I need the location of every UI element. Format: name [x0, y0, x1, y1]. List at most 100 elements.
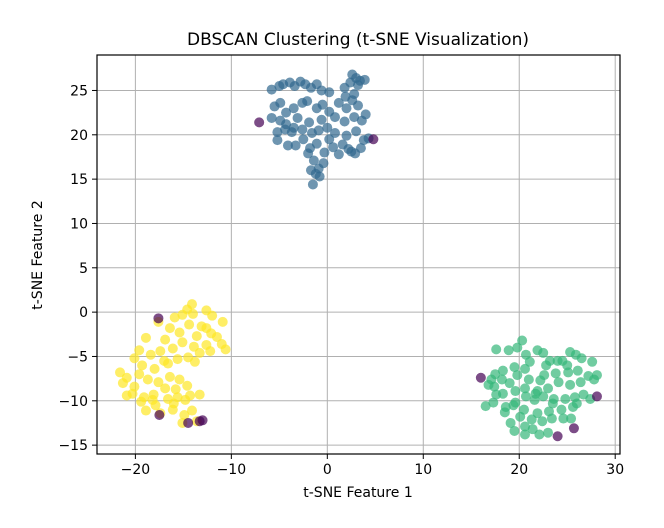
data-point [187, 308, 198, 319]
data-point [121, 390, 132, 401]
data-point [530, 388, 541, 399]
data-point [288, 103, 299, 114]
data-point [550, 368, 561, 379]
data-point [254, 117, 265, 128]
data-point [304, 117, 315, 128]
data-point [575, 377, 586, 388]
data-point [341, 130, 352, 141]
data-point [318, 158, 329, 169]
data-point [172, 354, 183, 365]
data-point [546, 413, 557, 424]
data-point [164, 323, 175, 334]
y-tick-label: 15 [70, 172, 88, 188]
data-point [341, 103, 352, 114]
data-point [509, 425, 520, 436]
data-point [311, 138, 322, 149]
data-point [288, 122, 299, 133]
data-point [517, 335, 528, 346]
data-point [179, 409, 190, 420]
data-point [174, 374, 185, 385]
data-point [169, 312, 180, 323]
data-point [534, 429, 545, 440]
data-point [562, 360, 573, 371]
data-point [322, 122, 333, 133]
data-point [527, 424, 538, 435]
data-point [189, 356, 200, 367]
data-point [583, 370, 594, 381]
data-point [275, 97, 286, 108]
data-point [164, 371, 175, 382]
data-point [117, 378, 128, 389]
y-tick-label: −10 [58, 394, 88, 410]
data-point [496, 374, 507, 385]
data-point [281, 107, 292, 118]
data-point [519, 363, 530, 374]
data-point [191, 331, 202, 342]
data-point [519, 383, 530, 394]
x-tick-label: −20 [121, 462, 151, 478]
data-point [316, 85, 327, 96]
data-point [558, 413, 569, 424]
data-point [475, 372, 486, 383]
data-point [211, 331, 222, 342]
data-point [180, 394, 191, 405]
data-point [515, 411, 526, 422]
data-point [302, 96, 313, 107]
data-point [328, 142, 339, 153]
data-point [355, 143, 366, 154]
data-point [346, 146, 357, 157]
data-point [201, 323, 212, 334]
data-point [499, 407, 510, 418]
data-point [329, 112, 340, 123]
data-point [568, 423, 579, 434]
data-point [571, 398, 582, 409]
data-point [183, 417, 194, 428]
data-point [537, 416, 548, 427]
data-point [160, 334, 171, 345]
data-point [140, 405, 151, 416]
data-point [572, 365, 583, 376]
y-tick-label: 0 [79, 305, 88, 321]
data-point [140, 332, 151, 343]
data-point [587, 356, 598, 367]
data-point [136, 396, 147, 407]
data-point [556, 404, 567, 415]
y-tick-label: 5 [79, 261, 88, 277]
data-point [298, 134, 309, 145]
data-point [174, 327, 185, 338]
chart-title: DBSCAN Clustering (t-SNE Visualization) [187, 30, 529, 50]
data-point [483, 379, 494, 390]
data-point [308, 155, 319, 166]
data-point [543, 427, 554, 438]
data-point [147, 394, 158, 405]
data-point [142, 374, 153, 385]
data-point [137, 360, 148, 371]
data-point [541, 360, 552, 371]
data-point [154, 409, 165, 420]
data-point [297, 124, 308, 135]
data-point [197, 415, 208, 426]
y-tick-label: 25 [70, 83, 88, 99]
data-point [497, 365, 508, 376]
plot-frame [96, 54, 621, 455]
data-point [353, 100, 364, 111]
data-point [134, 369, 145, 380]
data-point [576, 353, 587, 364]
data-point [359, 74, 370, 85]
data-point [523, 374, 534, 385]
x-axis-label: t-SNE Feature 1 [303, 485, 412, 501]
data-point [339, 116, 350, 127]
data-point [319, 147, 330, 158]
data-point [491, 389, 502, 400]
data-point [317, 99, 328, 110]
data-point [491, 344, 502, 355]
data-point [149, 363, 160, 374]
data-point [266, 112, 277, 123]
data-point [538, 347, 549, 358]
data-point [543, 383, 554, 394]
x-tick-label: 0 [323, 462, 332, 478]
data-point [153, 377, 164, 388]
data-point [519, 421, 530, 432]
data-point [505, 417, 516, 428]
data-point [313, 125, 324, 136]
